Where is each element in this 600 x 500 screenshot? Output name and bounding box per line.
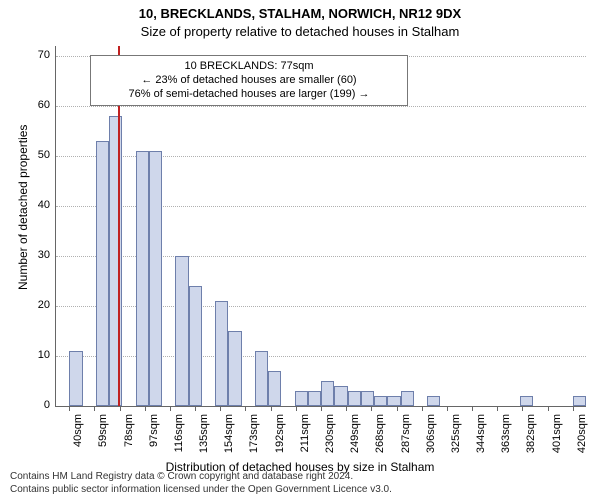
histogram-bar (69, 351, 82, 406)
x-tick (170, 406, 171, 411)
x-tick (346, 406, 347, 411)
x-tick (371, 406, 372, 411)
x-tick-label: 40sqm (72, 414, 84, 464)
histogram-bar (374, 396, 387, 406)
footer-line-2: Contains public sector information licen… (10, 484, 392, 497)
histogram-bar (189, 286, 202, 406)
histogram-bar (361, 391, 374, 406)
x-tick-label: 363sqm (500, 414, 512, 464)
x-tick (296, 406, 297, 411)
x-tick (522, 406, 523, 411)
y-tick-label: 50 (10, 149, 50, 161)
x-tick (195, 406, 196, 411)
x-tick-label: 230sqm (324, 414, 336, 464)
y-tick-label: 60 (10, 99, 50, 111)
x-tick-label: 382sqm (525, 414, 537, 464)
y-tick-label: 20 (10, 299, 50, 311)
histogram-bar (520, 396, 533, 406)
x-tick-label: 325sqm (450, 414, 462, 464)
annotation-line-2: ← 23% of detached houses are smaller (60… (99, 74, 399, 88)
x-tick-label: 249sqm (349, 414, 361, 464)
annotation-box: 10 BRECKLANDS: 77sqm ← 23% of detached h… (90, 55, 408, 106)
histogram-bar (149, 151, 162, 406)
histogram-bar (348, 391, 361, 406)
chart-title: 10, BRECKLANDS, STALHAM, NORWICH, NR12 9… (0, 6, 600, 21)
y-tick-label: 30 (10, 249, 50, 261)
x-tick (397, 406, 398, 411)
histogram-bar (228, 331, 241, 406)
x-tick-label: 78sqm (123, 414, 135, 464)
y-tick-label: 10 (10, 349, 50, 361)
x-tick (447, 406, 448, 411)
histogram-bar (427, 396, 440, 406)
x-tick-label: 344sqm (475, 414, 487, 464)
histogram-bar (268, 371, 281, 406)
x-tick (472, 406, 473, 411)
histogram-chart: 10, BRECKLANDS, STALHAM, NORWICH, NR12 9… (0, 0, 600, 500)
y-tick-label: 40 (10, 199, 50, 211)
annotation-line-3: 76% of semi-detached houses are larger (… (99, 88, 399, 102)
x-tick-label: 192sqm (274, 414, 286, 464)
x-tick-label: 173sqm (248, 414, 260, 464)
histogram-bar (136, 151, 149, 406)
x-tick-label: 116sqm (173, 414, 185, 464)
x-tick (220, 406, 221, 411)
x-tick (69, 406, 70, 411)
y-tick-label: 0 (10, 399, 50, 411)
histogram-bar (308, 391, 321, 406)
x-tick-label: 59sqm (97, 414, 109, 464)
x-tick-label: 287sqm (400, 414, 412, 464)
histogram-bar (295, 391, 308, 406)
x-tick-label: 154sqm (223, 414, 235, 464)
histogram-bar (215, 301, 228, 406)
footer-line-1: Contains HM Land Registry data © Crown c… (10, 471, 392, 484)
histogram-bar (96, 141, 109, 406)
histogram-bar (334, 386, 347, 406)
x-tick (271, 406, 272, 411)
annotation-line-1: 10 BRECKLANDS: 77sqm (99, 60, 399, 74)
x-tick-label: 268sqm (374, 414, 386, 464)
histogram-bar (387, 396, 400, 406)
x-tick (422, 406, 423, 411)
x-tick-label: 211sqm (299, 414, 311, 464)
histogram-bar (401, 391, 414, 406)
footer-text: Contains HM Land Registry data © Crown c… (10, 471, 392, 496)
y-tick-label: 70 (10, 49, 50, 61)
x-tick (120, 406, 121, 411)
x-tick (573, 406, 574, 411)
x-tick (145, 406, 146, 411)
chart-subtitle: Size of property relative to detached ho… (0, 24, 600, 39)
histogram-bar (573, 396, 586, 406)
histogram-bar (175, 256, 188, 406)
x-tick-label: 420sqm (576, 414, 588, 464)
x-tick (548, 406, 549, 411)
x-tick (245, 406, 246, 411)
x-tick (497, 406, 498, 411)
x-tick-label: 135sqm (198, 414, 210, 464)
histogram-bar (255, 351, 268, 406)
x-tick (321, 406, 322, 411)
x-tick-label: 401sqm (551, 414, 563, 464)
histogram-bar (321, 381, 334, 406)
x-tick-label: 97sqm (148, 414, 160, 464)
x-tick (94, 406, 95, 411)
x-tick-label: 306sqm (425, 414, 437, 464)
